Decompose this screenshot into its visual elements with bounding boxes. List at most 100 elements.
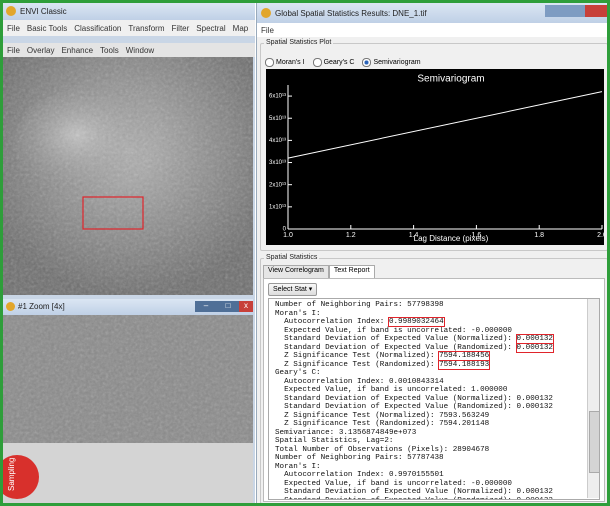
x-tick-label: 1.0 [283,232,293,239]
radio-option[interactable]: Moran's I [265,58,305,67]
radio-circle[interactable] [313,58,322,67]
report-label: Z Significance Test (Randomized): [275,420,439,428]
group-title: Spatial Statistics Plot [264,39,333,46]
select-stat-button[interactable]: Select Stat ▾ [268,283,317,296]
report-value: 0.000132 [517,344,553,352]
report-line: Geary's C: [275,369,553,378]
radio-option[interactable]: Geary's C [313,58,355,67]
tab[interactable]: Text Report [329,265,375,278]
close-button[interactable]: x [239,301,253,312]
menu-item[interactable]: File [7,24,20,33]
menu-bar: File Basic Tools Classification Transform Fi… [3,20,255,36]
report-label: Standard Deviation of Expected Value (No… [275,395,517,403]
y-tick-label: 3x10¹³ [269,160,286,166]
menu-item[interactable]: Window [126,46,154,55]
menu-item[interactable]: Filter [172,24,190,33]
title-bar: Global Spatial Statistics Results: DNE_1… [257,3,610,23]
menu-item[interactable]: Spectral [196,24,225,33]
report-value: 7594.188193 [439,361,489,369]
zoom-title-bar: #1 Zoom [4x] – □ x [3,299,253,315]
zoom-texture [3,315,253,443]
text-report: Number of Neighboring Pairs: 57798398Mor… [275,301,553,500]
x-tick-label: 1.8 [534,232,544,239]
report-value: -0.000000 [471,480,512,488]
report-value: 0.000132 [517,403,553,411]
x-tick-label: 1.2 [346,232,356,239]
report-label: Autocorrelation Index: [275,378,389,386]
results-window: Global Spatial Statistics Results: DNE_1… [256,3,610,506]
radio-circle[interactable] [362,58,371,67]
zoom-title: #1 Zoom [4x] [18,302,65,311]
report-line: Standard Deviation of Expected Value (Ra… [275,403,553,412]
screenshot: ENVI Classic File Basic Tools Classificati… [0,0,610,506]
report-value: 7594.188456 [439,352,489,360]
report-line: Standard Deviation of Expected Value (No… [275,395,553,404]
report-label: Standard Deviation of Expected Value (Ra… [275,403,517,411]
report-line: Total Number of Observations (Pixels): 2… [275,446,553,455]
report-value: 7594.201148 [439,420,489,428]
menu-item[interactable]: Enhance [61,46,93,55]
menu-item[interactable]: Basic Tools [27,24,67,33]
report-line: Autocorrelation Index: 0.9970155501 [275,471,553,480]
x-tick-label: 1.6 [472,232,482,239]
radio-circle[interactable] [265,58,274,67]
report-value: 3.1356874849e+073 [339,429,416,437]
report-value: 57798398 [407,301,443,309]
report-value: 28904678 [453,446,489,454]
tab[interactable]: View Correlogram [263,265,329,278]
y-tick-label: 2x10¹³ [269,182,286,188]
report-line: Z Significance Test (Normalized): 7593.5… [275,412,553,421]
report-line: Spatial Statistics, Lag=2: [275,437,553,446]
menu-item[interactable]: Overlay [27,46,55,55]
report-line: Standard Deviation of Expected Value (No… [275,335,553,344]
maximize-button[interactable] [565,5,585,17]
report-value: 0.000132 [517,497,553,501]
menu-item[interactable]: File [261,26,274,35]
menu-item[interactable]: File [7,46,20,55]
report-value: 57787438 [407,454,443,462]
y-tick-label: 6x10¹³ [269,94,286,100]
report-line: Moran's I: [275,310,553,319]
report-line: Z Significance Test (Randomized): 7594.1… [275,361,553,370]
report-label: Spatial Statistics, Lag=2: [275,437,393,445]
report-label: Standard Deviation of Expected Value (Ra… [275,344,517,352]
report-line: Z Significance Test (Randomized): 7594.2… [275,420,553,429]
report-label: Expected Value, if band is uncorrelated: [275,327,471,335]
report-label: Standard Deviation of Expected Value (No… [275,488,517,496]
menu-item[interactable]: Map [233,24,249,33]
report-label: Z Significance Test (Randomized): [275,361,439,369]
tab-bar: View CorrelogramText Report [263,265,375,278]
report-line: Autocorrelation Index: 0.0010843314 [275,378,553,387]
report-label: Moran's I: [275,463,321,471]
report-line: Moran's I: [275,463,553,472]
menu-item[interactable]: Classification [74,24,121,33]
report-value: 0.000132 [517,395,553,403]
scrollbar[interactable] [587,299,599,498]
group-title: Spatial Statistics [264,254,319,261]
maximize-button[interactable]: □ [217,301,239,312]
y-tick-label: 4x10¹³ [269,138,286,144]
minimize-button[interactable] [545,5,565,17]
report-line: Expected Value, if band is uncorrelated:… [275,480,553,489]
report-label: Number of Neighboring Pairs: [275,301,407,309]
close-button[interactable] [585,5,607,17]
menu-item[interactable]: Transform [128,24,164,33]
menu-item[interactable]: Tools [100,46,119,55]
report-label: Geary's C: [275,369,321,377]
badge-text: Sampling [7,458,16,491]
radio-label: Semivariogram [373,59,420,66]
report-label: Z Significance Test (Normalized): [275,412,439,420]
minimize-button[interactable]: – [195,301,217,312]
scroll-thumb[interactable] [589,411,600,473]
button-label: Select Stat [273,286,307,293]
report-label: Standard Deviation of Expected Value (Ra… [275,497,517,501]
report-value: 0.0010843314 [389,378,444,386]
menu-bar: File [257,23,610,37]
y-tick-label: 5x10¹³ [269,116,286,122]
radio-option[interactable]: Semivariogram [362,58,420,67]
report-line: Number of Neighboring Pairs: 57787438 [275,454,553,463]
x-tick-label: 1.4 [409,232,419,239]
app-icon [6,302,15,311]
window-title: ENVI Classic [20,7,67,16]
